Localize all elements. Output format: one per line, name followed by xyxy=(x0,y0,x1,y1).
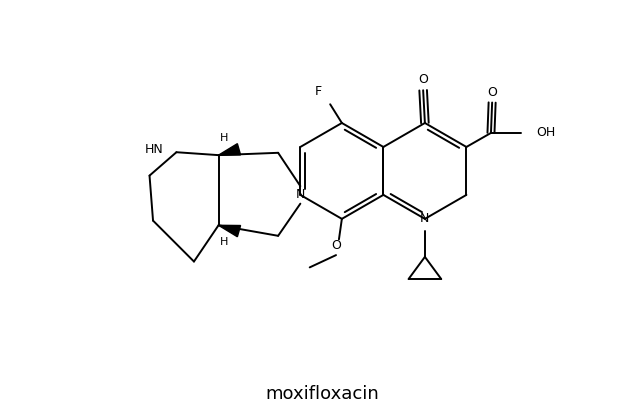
Polygon shape xyxy=(218,225,241,237)
Text: O: O xyxy=(331,239,341,252)
Text: N: N xyxy=(421,212,430,225)
Text: OH: OH xyxy=(536,126,556,139)
Text: moxifloxacin: moxifloxacin xyxy=(265,385,379,403)
Text: H: H xyxy=(220,236,229,247)
Text: N: N xyxy=(296,188,305,201)
Text: F: F xyxy=(315,85,322,98)
Text: HN: HN xyxy=(145,143,164,156)
Text: H: H xyxy=(220,133,229,143)
Text: O: O xyxy=(418,73,428,86)
Polygon shape xyxy=(218,144,241,155)
Text: O: O xyxy=(488,86,497,99)
